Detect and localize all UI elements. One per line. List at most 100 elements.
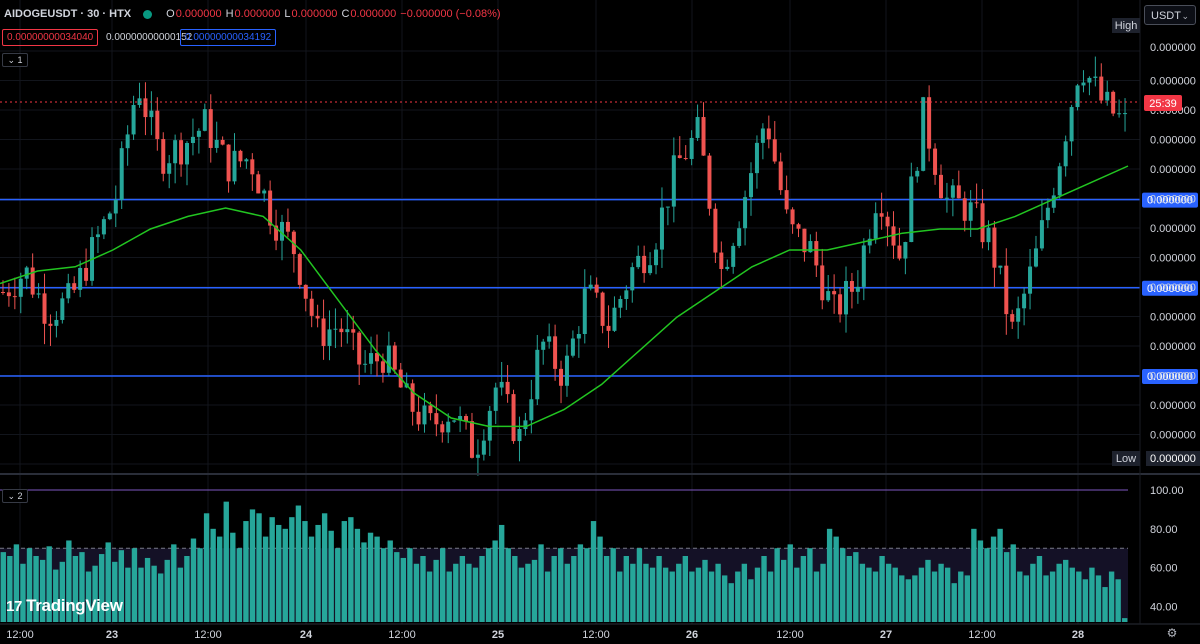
candle-body [820,265,825,301]
oscillator-bar [177,567,184,622]
oscillator-bar [682,556,689,622]
tradingview-logo[interactable]: 17 TradingView [6,596,123,616]
oscillator-bar [387,540,393,622]
candle-body [422,405,427,425]
oscillator-bars [0,489,1128,622]
candle-body [1111,91,1116,114]
candle-body [18,278,23,297]
oscillator-bar [479,556,485,622]
candle-body [903,242,908,259]
candle-body [636,255,641,268]
oscillator-bar [833,536,839,622]
candle-body [256,174,261,194]
candle-body [612,307,617,331]
candle-body [481,440,486,455]
horizontal-line-label: 0.000000 [1147,195,1193,207]
oscillator-bar [1043,575,1049,622]
pane-collapse-volume[interactable]: ⌄ 2 [2,489,28,503]
candle-body [131,105,136,135]
candle-body [493,387,498,411]
close-value: 0.000000 [350,8,397,20]
oscillator-bar [1036,556,1043,622]
price-axis-label: 0.000000 [1150,194,1196,206]
candle-body [659,207,664,250]
oscillator-bar [66,540,72,622]
oscillator-bar [662,567,669,622]
time-axis[interactable]: 12:00 23 12:00 24 12:00 25 12:00 26 12:00 27 12:00… [6,629,1084,641]
price-axis-label: 0.000000 [1150,312,1196,324]
candle-body [564,355,569,386]
candle-body [1016,308,1021,322]
oscillator-bar [931,571,938,622]
oscillator-bar [1089,567,1095,622]
oscillator-bar [617,571,623,622]
oscillator-bar [105,542,111,622]
candle-body [458,416,463,421]
candle-body [386,345,391,373]
oscillator-bar [872,571,879,622]
oscillator-bar [813,571,820,622]
oscillator-bar [380,548,387,622]
oscillator-bar [859,563,866,622]
candle-body [24,267,29,279]
oscillator-bar [289,517,295,622]
candle-body [671,155,676,207]
candle-body [713,208,718,253]
oscillator-bar [630,563,636,622]
oscillator-bar [820,563,826,622]
candle-body [280,221,284,241]
candle-body [861,245,866,287]
oscillator-bar [112,561,118,622]
time-axis-label: 26 [686,629,698,641]
candle-body [998,265,1003,268]
candle-body [179,140,184,165]
oscillator-bar [748,579,754,622]
candle-body [137,98,142,106]
currency-selector[interactable]: USDT ⌄ [1144,5,1196,25]
oscillator-bar [826,528,833,622]
candle-body [553,336,558,369]
gear-icon[interactable]: ⚙ [1166,626,1178,640]
candle-body [749,173,754,198]
candle-body [582,288,587,334]
oscillator-bar [1030,563,1036,622]
legend-header: AIDOGEUSDT · 30 · HTX O 0.000000 H 0.00000… [4,8,501,20]
sell-price-box[interactable]: 0.00000000034040 [2,29,99,46]
oscillator-axis[interactable]: 100.00 80.00 60.00 40.00 [1150,485,1184,613]
oscillator-bar [72,556,79,622]
oscillator-bar [564,563,570,622]
horizontal-lines[interactable]: 0.000000 0.000000 0.000000 [0,192,1198,384]
oscillator-bar [217,536,223,622]
candle-body [274,225,279,241]
candle-body [766,128,771,140]
candle-body [363,363,368,365]
oscillator-bar [958,571,964,622]
open-label: O [166,8,175,20]
oscillator-bar [1115,579,1121,622]
oscillator-bar [702,559,708,622]
pane-number: 2 [17,491,23,501]
time-axis-label: 12:00 [776,629,804,641]
candle-body [1033,248,1038,267]
candle-body [1087,77,1092,83]
pane-collapse-main[interactable]: ⌄ 1 [2,53,28,67]
candle-body [1045,207,1050,221]
candle-body [1004,265,1009,315]
candle-body [410,383,415,412]
oscillator-bar [531,559,538,622]
oscillator-bar [361,542,367,622]
oscillator-bar [400,557,407,622]
candle-body [576,333,581,339]
oscillator-bar [512,556,518,622]
oscillator-axis-label: 40.00 [1150,601,1178,613]
oscillator-bar [157,573,164,622]
candle-body [588,284,593,289]
oscillator-bar [439,548,446,622]
time-axis-label: 12:00 [194,629,222,641]
oscillator-axis-label: 60.00 [1150,563,1178,575]
candle-body [1051,195,1056,208]
symbol-title[interactable]: AIDOGEUSDT · 30 · HTX [4,8,132,20]
buy-price-box[interactable]: 0.00000000034192 [180,29,277,46]
oscillator-bar [374,536,380,622]
